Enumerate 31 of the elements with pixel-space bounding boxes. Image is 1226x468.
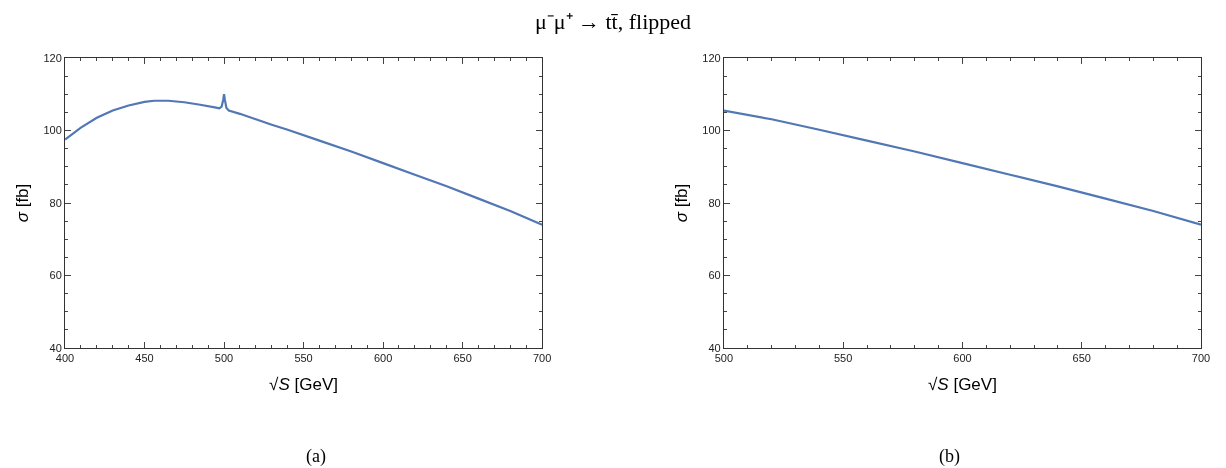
y-axis-title: σ [fb]	[671, 183, 691, 223]
y-tick-label: 120	[43, 51, 62, 64]
text: (a)	[306, 446, 326, 467]
y-axis-title: σ [fb]	[12, 183, 32, 223]
x-tick-label: 650	[453, 352, 472, 365]
y-tick-label: 40	[708, 341, 721, 354]
x-axis-title: √S [GeV]	[928, 374, 997, 394]
x-tick-label: 550	[833, 352, 853, 365]
x-tick-label: 500	[714, 352, 734, 365]
x-tick-label: 600	[953, 352, 972, 365]
text: (b)	[939, 446, 960, 467]
y-tick-label: 80	[708, 196, 721, 209]
y-tick-label: 80	[49, 196, 62, 209]
y-tick-label: 100	[702, 124, 721, 137]
x-tick-label: 450	[135, 352, 154, 365]
x-axis-title: √S [GeV]	[269, 374, 338, 394]
line-series	[723, 109, 1201, 226]
x-tick-label: 400	[55, 352, 75, 365]
x-tick-label: 500	[214, 352, 234, 365]
x-tick-label: 600	[373, 352, 393, 365]
x-tick-label: 700	[1191, 352, 1211, 365]
y-tick-label: 100	[43, 124, 62, 137]
y-tick-label: 60	[49, 269, 62, 282]
x-tick-label: 700	[532, 352, 552, 365]
x-tick-label: 650	[1072, 352, 1091, 365]
line-series	[65, 93, 543, 226]
y-tick-label: 120	[702, 51, 721, 64]
y-tick-label: 40	[49, 341, 62, 354]
x-tick-label: 550	[294, 352, 313, 365]
y-tick-label: 60	[708, 269, 721, 282]
text: μ⁻μ⁺ → tt̄, flipped	[534, 9, 692, 35]
